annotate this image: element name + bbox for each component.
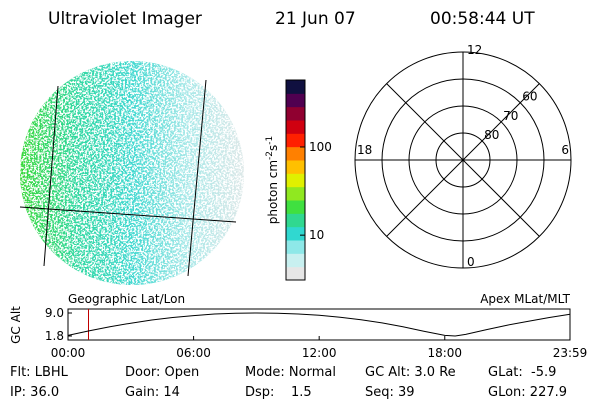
time: 00:58:44 UT bbox=[430, 9, 535, 29]
color-step bbox=[286, 253, 305, 268]
exponent: -1 bbox=[265, 136, 275, 145]
color-step bbox=[286, 226, 305, 241]
color-step bbox=[286, 173, 305, 188]
x-tick-label: 18:00 bbox=[427, 346, 462, 360]
info-panel: Flt: LBHL Door: Open Mode: Normal GC Alt: 3… bbox=[10, 365, 567, 400]
date: 21 Jun 07 bbox=[275, 9, 356, 29]
color-step bbox=[286, 133, 305, 148]
info-field: Mode: Normal bbox=[245, 365, 336, 380]
mlt-label: 12 bbox=[467, 43, 482, 57]
color-step bbox=[286, 186, 305, 201]
info-field: Door: Open bbox=[125, 365, 199, 380]
mlt-label: 18 bbox=[357, 143, 372, 157]
colorbar-label: photon cm-2s-1 bbox=[265, 136, 280, 225]
info-field: Seq: 39 bbox=[365, 385, 415, 400]
meridian bbox=[43, 85, 59, 267]
parallel bbox=[19, 206, 237, 223]
altitude-curve bbox=[67, 312, 571, 337]
orbit-plot: 9.0 1.8 00:00 06:00 12:00 18:00 23:59 bbox=[45, 306, 587, 360]
meridian bbox=[187, 79, 207, 277]
x-tick-label: 00:00 bbox=[51, 346, 86, 360]
y-tick-label: 9.0 bbox=[45, 306, 64, 320]
unit: photon cm bbox=[266, 160, 280, 224]
color-step bbox=[286, 213, 305, 228]
x-tick-label: 23:59 bbox=[553, 346, 588, 360]
x-tick-label: 06:00 bbox=[176, 346, 211, 360]
info-field: GLat: -5.9 bbox=[488, 365, 556, 380]
color-step bbox=[286, 266, 305, 281]
exponent: -2 bbox=[265, 151, 275, 160]
unit: s bbox=[266, 145, 280, 151]
image-disk bbox=[20, 61, 244, 285]
ring-label: 80 bbox=[484, 128, 499, 142]
left-label: Geographic Lat/Lon bbox=[68, 292, 185, 306]
color-step bbox=[286, 93, 305, 108]
color-step bbox=[286, 160, 305, 174]
spoke bbox=[386, 83, 540, 237]
tick-label: 10 bbox=[309, 228, 324, 242]
color-step bbox=[286, 200, 305, 214]
disk-speckle bbox=[20, 61, 244, 285]
mlt-label: 0 bbox=[467, 255, 475, 269]
ring-label: 60 bbox=[522, 90, 537, 104]
tick-label: 100 bbox=[309, 140, 332, 154]
color-step bbox=[286, 106, 305, 121]
x-tick-label: 12:00 bbox=[302, 346, 337, 360]
right-label: Apex MLat/MLT bbox=[480, 292, 570, 306]
ring-label: 70 bbox=[503, 109, 518, 123]
plot-frame bbox=[67, 308, 571, 341]
colorbar: 10 100 bbox=[285, 79, 332, 281]
color-step bbox=[286, 240, 305, 254]
info-field: Dsp: 1.5 bbox=[245, 385, 312, 400]
info-field: IP: 36.0 bbox=[10, 385, 59, 400]
info-field: GC Alt: 3.0 Re bbox=[365, 365, 456, 380]
color-step bbox=[286, 120, 305, 134]
color-step bbox=[286, 80, 305, 94]
colorbar-frame bbox=[285, 79, 306, 281]
title: Ultraviolet Imager bbox=[48, 9, 202, 29]
mlt-label: 6 bbox=[561, 143, 569, 157]
info-field: Flt: LBHL bbox=[10, 365, 69, 380]
y-axis-label: GC Alt bbox=[9, 306, 23, 344]
info-field: GLon: 227.9 bbox=[488, 385, 567, 400]
y-tick-label: 1.8 bbox=[45, 329, 64, 343]
color-step bbox=[286, 146, 305, 161]
info-field: Gain: 14 bbox=[125, 385, 180, 400]
geo-grid bbox=[19, 79, 237, 277]
